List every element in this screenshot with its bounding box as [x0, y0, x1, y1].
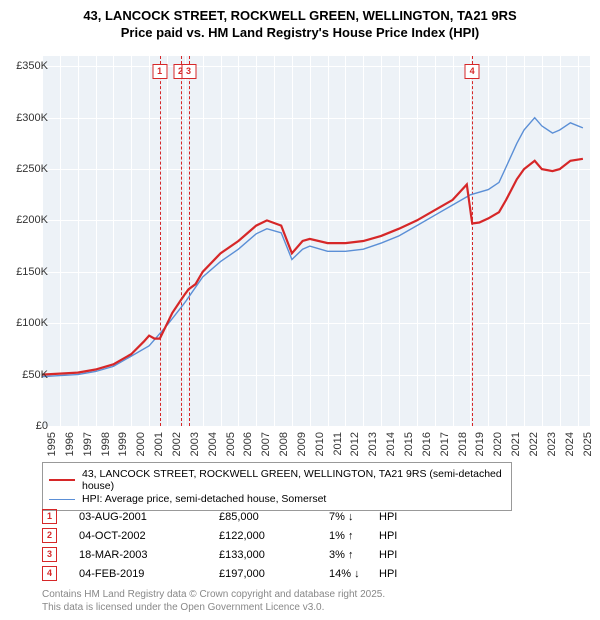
event-row: 1 03-AUG-2001£85,0007% ↓HPI	[42, 508, 397, 525]
x-tick-label: 2006	[242, 432, 254, 456]
chart-container: 43, LANCOCK STREET, ROCKWELL GREEN, WELL…	[0, 0, 600, 620]
x-tick-label: 1997	[82, 432, 94, 456]
y-tick-label: £200K	[16, 214, 48, 226]
x-tick-label: 2003	[189, 432, 201, 456]
legend-swatch-red	[49, 479, 75, 481]
event-date: 04-OCT-2002	[79, 530, 219, 542]
event-row: 2 04-OCT-2002£122,0001% ↑HPI	[42, 527, 397, 544]
event-row: 4 04-FEB-2019£197,00014% ↓HPI	[42, 565, 397, 582]
x-tick-label: 2013	[367, 432, 379, 456]
title-line-1: 43, LANCOCK STREET, ROCKWELL GREEN, WELL…	[0, 8, 600, 25]
x-tick-label: 2012	[349, 432, 361, 456]
y-tick-label: £250K	[16, 163, 48, 175]
x-tick-label: 2008	[278, 432, 290, 456]
chart-title: 43, LANCOCK STREET, ROCKWELL GREEN, WELL…	[0, 0, 600, 42]
x-tick-label: 2015	[403, 432, 415, 456]
legend: 43, LANCOCK STREET, ROCKWELL GREEN, WELL…	[42, 462, 512, 511]
event-pct: 7% ↓	[329, 511, 379, 523]
footer-attribution: Contains HM Land Registry data © Crown c…	[42, 589, 385, 614]
x-tick-label: 1999	[117, 432, 129, 456]
x-tick-label: 2001	[153, 432, 165, 456]
event-rel: HPI	[379, 530, 397, 542]
x-tick-label: 2019	[474, 432, 486, 456]
x-tick-label: 2004	[207, 432, 219, 456]
x-tick-label: 2009	[296, 432, 308, 456]
event-pct: 14% ↓	[329, 568, 379, 580]
event-date: 04-FEB-2019	[79, 568, 219, 580]
plot-area: 1234	[42, 56, 590, 426]
x-tick-label: 1998	[100, 432, 112, 456]
x-tick-label: 2024	[564, 432, 576, 456]
event-rel: HPI	[379, 549, 397, 561]
x-tick-label: 2002	[171, 432, 183, 456]
legend-label-blue: HPI: Average price, semi-detached house,…	[82, 493, 326, 505]
y-tick-label: £300K	[16, 112, 48, 124]
x-tick-label: 2022	[528, 432, 540, 456]
event-date: 03-AUG-2001	[79, 511, 219, 523]
series-property	[42, 159, 583, 375]
event-pct: 3% ↑	[329, 549, 379, 561]
footer-line-2: This data is licensed under the Open Gov…	[42, 602, 385, 615]
title-line-2: Price paid vs. HM Land Registry's House …	[0, 25, 600, 42]
legend-item-red: 43, LANCOCK STREET, ROCKWELL GREEN, WELL…	[49, 468, 505, 492]
x-tick-label: 2016	[421, 432, 433, 456]
event-price: £85,000	[219, 511, 329, 523]
x-tick-label: 2023	[546, 432, 558, 456]
x-tick-label: 2020	[492, 432, 504, 456]
event-date: 18-MAR-2003	[79, 549, 219, 561]
x-tick-label: 1995	[46, 432, 58, 456]
y-tick-label: £350K	[16, 60, 48, 72]
event-number: 1	[42, 509, 57, 524]
x-tick-label: 2018	[457, 432, 469, 456]
event-price: £133,000	[219, 549, 329, 561]
x-tick-label: 2014	[385, 432, 397, 456]
event-number: 4	[42, 566, 57, 581]
x-tick-label: 1996	[64, 432, 76, 456]
event-price: £122,000	[219, 530, 329, 542]
x-tick-label: 2021	[510, 432, 522, 456]
y-tick-label: £100K	[16, 317, 48, 329]
y-tick-label: £0	[36, 420, 48, 432]
legend-label-red: 43, LANCOCK STREET, ROCKWELL GREEN, WELL…	[82, 468, 505, 492]
x-tick-label: 2017	[439, 432, 451, 456]
gridline-h	[42, 426, 590, 427]
legend-item-blue: HPI: Average price, semi-detached house,…	[49, 493, 505, 505]
line-series	[42, 56, 590, 426]
event-rel: HPI	[379, 568, 397, 580]
events-table: 103-AUG-2001£85,0007% ↓HPI204-OCT-2002£1…	[42, 506, 397, 584]
footer-line-1: Contains HM Land Registry data © Crown c…	[42, 589, 385, 602]
x-tick-label: 2025	[582, 432, 594, 456]
x-tick-label: 2011	[332, 432, 344, 456]
event-rel: HPI	[379, 511, 397, 523]
event-number: 2	[42, 528, 57, 543]
x-tick-label: 2007	[260, 432, 272, 456]
event-price: £197,000	[219, 568, 329, 580]
y-tick-label: £50K	[22, 369, 48, 381]
series-hpi	[42, 118, 583, 377]
legend-swatch-blue	[49, 499, 75, 500]
y-tick-label: £150K	[16, 266, 48, 278]
x-tick-label: 2010	[314, 432, 326, 456]
event-pct: 1% ↑	[329, 530, 379, 542]
event-number: 3	[42, 547, 57, 562]
x-tick-label: 2005	[225, 432, 237, 456]
event-row: 3 18-MAR-2003£133,0003% ↑HPI	[42, 546, 397, 563]
x-tick-label: 2000	[135, 432, 147, 456]
